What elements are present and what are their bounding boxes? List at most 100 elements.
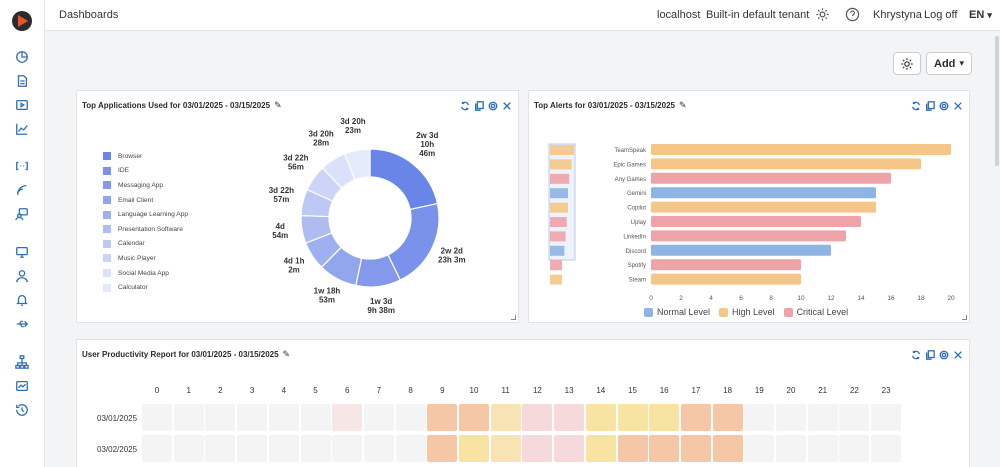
heatmap-cell[interactable] bbox=[490, 435, 521, 462]
alert-bar[interactable] bbox=[651, 172, 891, 184]
chart-icon[interactable] bbox=[14, 122, 30, 138]
document-icon[interactable] bbox=[14, 74, 30, 90]
close-icon[interactable] bbox=[953, 98, 964, 110]
copy-icon[interactable] bbox=[925, 347, 936, 360]
donut-legend-item[interactable]: Music Player bbox=[103, 251, 188, 266]
heatmap-cell[interactable] bbox=[300, 435, 331, 462]
heatmap-cell[interactable] bbox=[395, 435, 426, 462]
heatmap-cell[interactable] bbox=[617, 404, 648, 431]
donut-slice[interactable] bbox=[387, 202, 440, 281]
alert-bar[interactable] bbox=[651, 158, 921, 170]
alert-bar[interactable] bbox=[651, 230, 846, 242]
donut-legend-item[interactable]: IDE bbox=[103, 164, 188, 179]
signal-icon[interactable] bbox=[14, 183, 30, 199]
alert-bar[interactable] bbox=[651, 216, 861, 227]
heatmap-cell[interactable] bbox=[839, 404, 870, 431]
page-scrollbar[interactable] bbox=[994, 32, 1000, 172]
heatmap-cell[interactable] bbox=[680, 435, 711, 462]
legend-item[interactable]: Critical Level bbox=[783, 307, 848, 317]
heatmap-cell[interactable] bbox=[237, 435, 268, 462]
heatmap-cell[interactable] bbox=[776, 404, 806, 431]
donut-legend-item[interactable]: Browser bbox=[103, 149, 188, 164]
heatmap-cell[interactable] bbox=[142, 435, 172, 462]
add-button[interactable]: Add ▾ bbox=[926, 52, 972, 75]
gear-icon[interactable] bbox=[939, 98, 950, 111]
heatmap-cell[interactable] bbox=[395, 404, 426, 431]
heatmap-cell[interactable] bbox=[839, 435, 870, 462]
usb-icon[interactable] bbox=[14, 317, 30, 333]
video-icon[interactable] bbox=[14, 98, 30, 114]
heatmap-cell[interactable] bbox=[554, 435, 585, 462]
heatmap-cell[interactable] bbox=[522, 404, 553, 431]
donut-legend-item[interactable]: Presentation Software bbox=[103, 222, 188, 237]
refresh-icon[interactable] bbox=[911, 98, 922, 111]
host-name[interactable]: localhost bbox=[657, 9, 701, 21]
heatmap-cell[interactable] bbox=[268, 404, 299, 431]
report-icon[interactable] bbox=[14, 379, 30, 395]
heatmap-cell[interactable] bbox=[712, 404, 743, 431]
close-icon[interactable] bbox=[502, 98, 513, 110]
monitor-icon[interactable] bbox=[14, 245, 30, 261]
heatmap-cell[interactable] bbox=[807, 404, 838, 431]
dashboard-icon[interactable] bbox=[14, 50, 30, 66]
heatmap-cell[interactable] bbox=[205, 435, 236, 462]
heatmap-cell[interactable] bbox=[680, 404, 711, 431]
donut-legend-item[interactable]: Calculator bbox=[103, 280, 188, 295]
heatmap-cell[interactable] bbox=[142, 404, 172, 431]
history-icon[interactable] bbox=[14, 403, 30, 419]
heatmap-cell[interactable] bbox=[776, 435, 806, 462]
legend-item[interactable]: High Level bbox=[719, 307, 775, 317]
resize-handle[interactable] bbox=[962, 315, 967, 320]
heatmap-cell[interactable] bbox=[427, 435, 458, 462]
heatmap-cell[interactable] bbox=[268, 435, 299, 462]
heatmap-cell[interactable] bbox=[173, 404, 204, 431]
heatmap-cell[interactable] bbox=[459, 435, 489, 462]
heatmap-cell[interactable] bbox=[332, 435, 363, 462]
heatmap-cell[interactable] bbox=[363, 435, 394, 462]
refresh-icon[interactable] bbox=[460, 98, 471, 111]
users-device-icon[interactable] bbox=[14, 207, 30, 223]
heatmap-cell[interactable] bbox=[871, 404, 902, 431]
heatmap-cell[interactable] bbox=[712, 435, 743, 462]
heatmap-cell[interactable] bbox=[332, 404, 363, 431]
heatmap-cell[interactable] bbox=[427, 404, 458, 431]
heatmap-cell[interactable] bbox=[490, 404, 521, 431]
help-icon[interactable] bbox=[845, 7, 860, 22]
heatmap-cell[interactable] bbox=[585, 435, 616, 462]
heatmap-cell[interactable] bbox=[459, 404, 489, 431]
alert-bar[interactable] bbox=[651, 201, 876, 213]
language-selector[interactable]: EN ▾ bbox=[969, 9, 992, 21]
donut-legend-item[interactable]: Social Media App bbox=[103, 266, 188, 281]
heatmap-cell[interactable] bbox=[205, 404, 236, 431]
donut-legend-item[interactable]: Email Client bbox=[103, 193, 188, 208]
copy-icon[interactable] bbox=[474, 98, 485, 111]
heatmap-cell[interactable] bbox=[649, 404, 680, 431]
copy-icon[interactable] bbox=[925, 98, 936, 111]
logoff-link[interactable]: Log off bbox=[924, 9, 958, 21]
refresh-icon[interactable] bbox=[911, 347, 922, 360]
donut-slice[interactable] bbox=[343, 148, 371, 181]
bell-icon[interactable] bbox=[14, 293, 30, 309]
heatmap-cell[interactable] bbox=[522, 435, 553, 462]
heatmap-cell[interactable] bbox=[585, 404, 616, 431]
user-icon[interactable] bbox=[14, 269, 30, 285]
alert-bar[interactable] bbox=[651, 144, 951, 155]
edit-title-icon[interactable]: ✎ bbox=[282, 349, 291, 359]
code-brackets-icon[interactable] bbox=[14, 159, 30, 175]
app-logo[interactable] bbox=[12, 11, 32, 31]
alert-bar[interactable] bbox=[651, 244, 831, 256]
heatmap-cell[interactable] bbox=[237, 404, 268, 431]
hierarchy-icon[interactable] bbox=[14, 355, 30, 371]
heatmap-cell[interactable] bbox=[871, 435, 902, 462]
alert-bar[interactable] bbox=[651, 187, 876, 199]
heatmap-cell[interactable] bbox=[173, 435, 204, 462]
gear-icon[interactable] bbox=[488, 98, 499, 111]
tenant-name[interactable]: Built-in default tenant bbox=[706, 9, 810, 21]
gear-icon[interactable] bbox=[939, 347, 950, 360]
heatmap-cell[interactable] bbox=[744, 435, 775, 462]
dashboard-settings-button[interactable] bbox=[893, 52, 921, 75]
edit-title-icon[interactable]: ✎ bbox=[678, 100, 687, 110]
heatmap-cell[interactable] bbox=[807, 435, 838, 462]
alert-bar[interactable] bbox=[651, 259, 801, 271]
heatmap-cell[interactable] bbox=[554, 404, 585, 431]
